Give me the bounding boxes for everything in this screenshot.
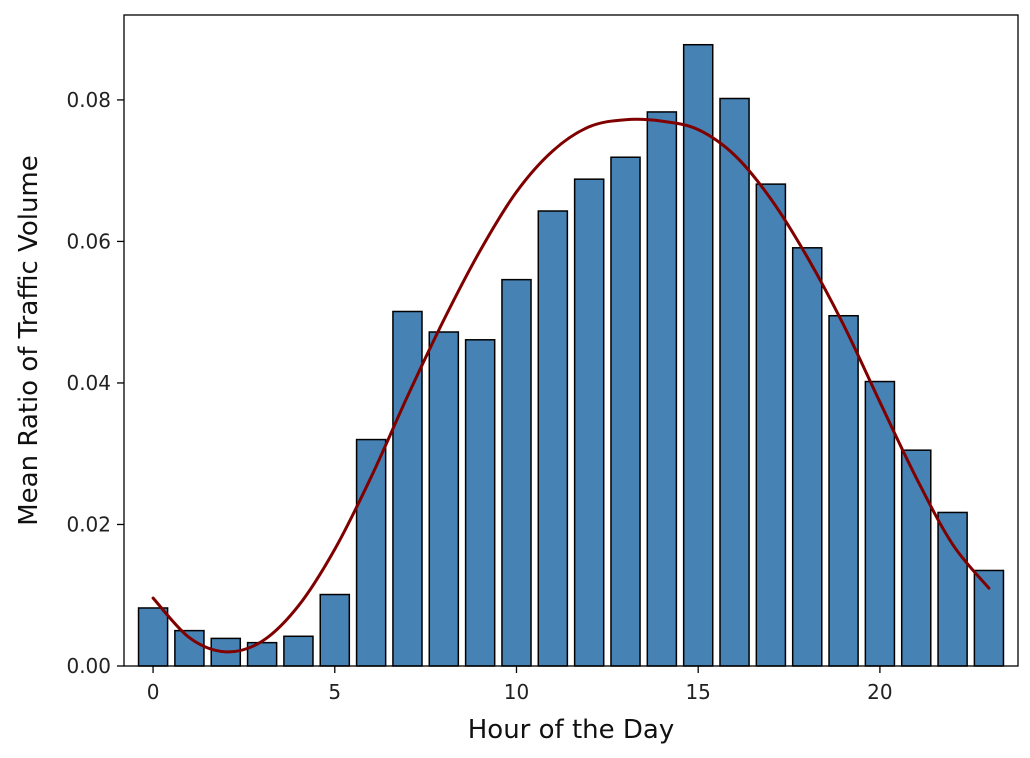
x-tick-label: 5 [328,680,341,704]
y-tick-label: 0.08 [66,88,111,112]
bar-hour-22 [937,511,968,667]
fit-curve [151,117,991,654]
bar-hour-19 [828,314,859,667]
bar-hour-18 [791,247,823,667]
y-tick-label: 0.04 [66,371,111,395]
y-tick-label: 0.00 [66,654,111,678]
bar-hour-14 [646,111,678,667]
x-axis: 0 5 10 15 20 [147,666,893,704]
x-tick-label: 0 [147,680,160,704]
y-axis-title: Mean Ratio of Traffic Volume [14,155,44,526]
x-axis-title: Hour of the Day [468,715,675,745]
fit-curve-layer [151,117,991,654]
bar-hour-15 [682,43,714,667]
bar-hour-12 [573,178,605,667]
bar-hour-0 [137,607,169,667]
y-axis: 0.00 0.02 0.04 0.06 0.08 [66,88,124,678]
plot-frame [123,14,1019,667]
bar-hour-6 [355,438,387,667]
bar-hour-16 [719,97,750,667]
bar-hour-13 [610,156,641,667]
bar-hour-21 [900,449,932,667]
bar-hour-4 [283,635,314,667]
x-tick-label: 15 [685,680,710,704]
bar-hour-9 [464,339,496,667]
bar-hour-7 [392,310,423,667]
x-tick-label: 20 [867,680,892,704]
x-tick-label: 10 [504,680,529,704]
bar-hour-20 [864,380,896,667]
bar-hour-17 [755,183,787,667]
bar-hour-11 [537,210,569,667]
bar-hour-5 [319,593,351,667]
bar-hour-8 [428,331,460,667]
bar-hour-10 [501,278,532,667]
bar-hour-23 [973,569,1005,667]
y-tick-label: 0.06 [66,229,111,253]
bars [137,43,1005,667]
y-tick-label: 0.02 [66,512,111,536]
